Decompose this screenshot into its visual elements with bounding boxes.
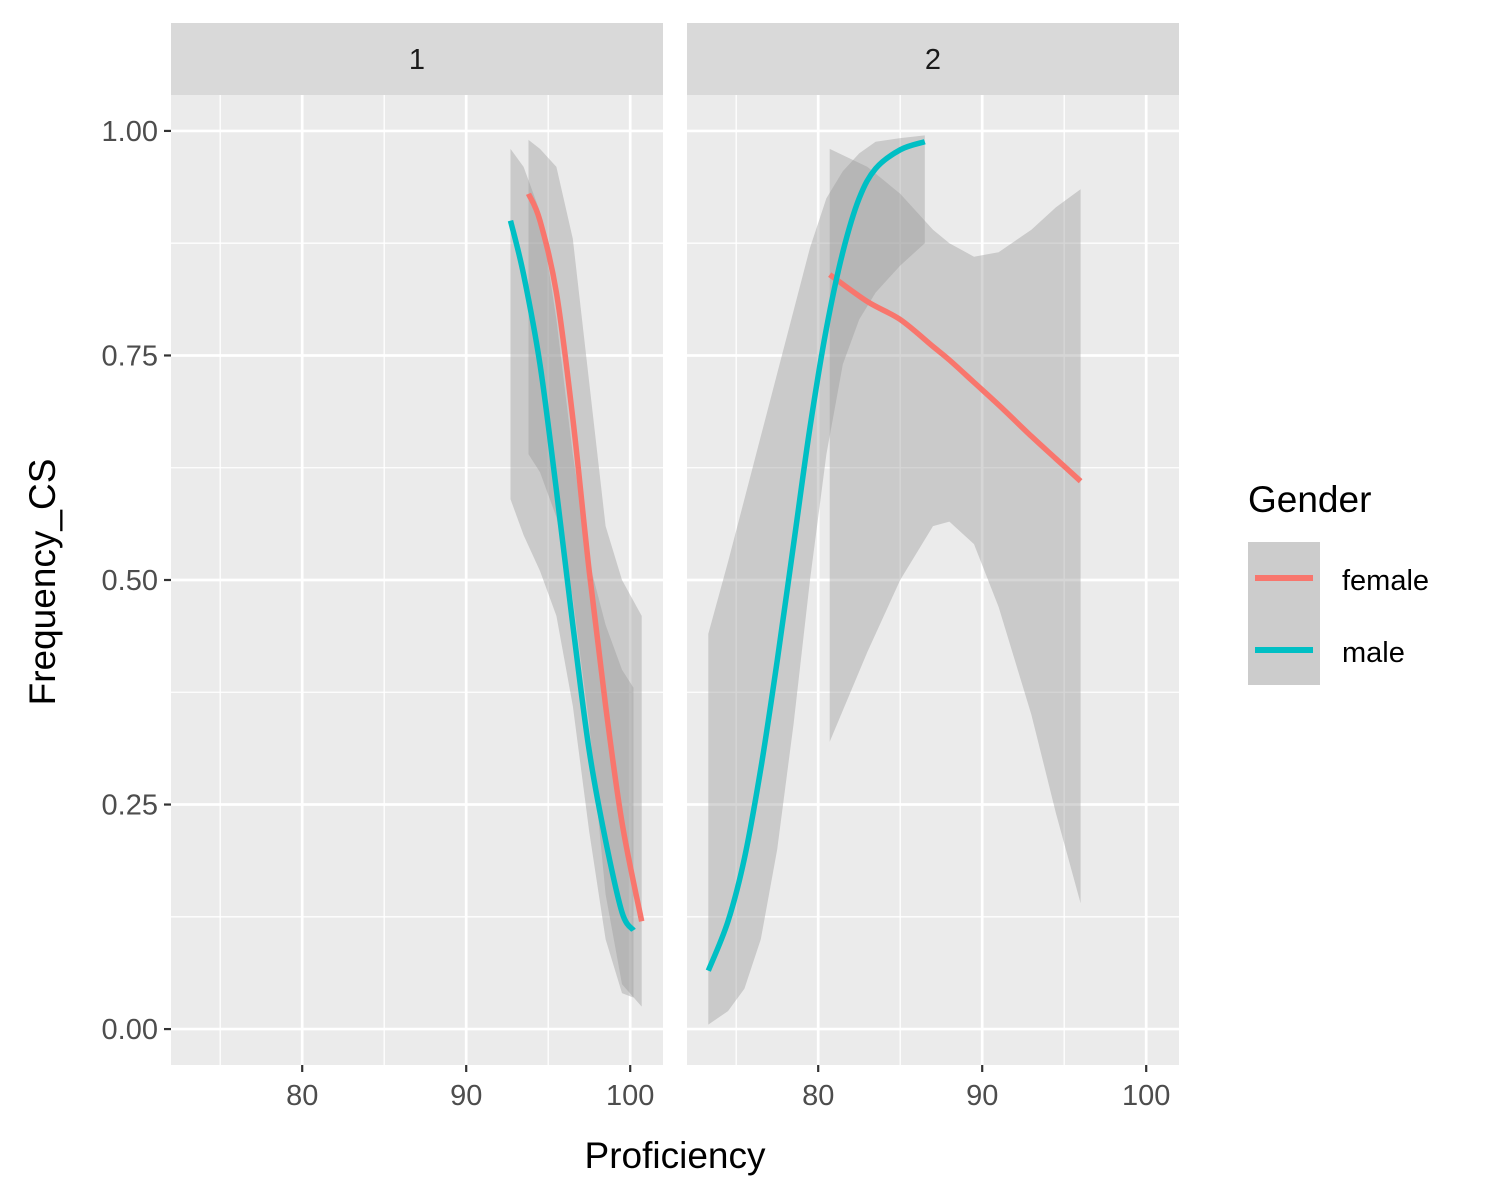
confidence-band-female (528, 139, 642, 1007)
x-tick-label: 80 (802, 1080, 834, 1112)
series-line-female (525, 192, 645, 922)
series-line-male (705, 139, 926, 972)
y-tick-label: 0.75 (102, 340, 158, 372)
facet-strip (171, 23, 663, 95)
y-tick-label: 0.50 (102, 565, 158, 597)
y-axis: 0.00 0.25 0.50 0.75 1.00 (102, 116, 171, 1046)
facet-strip (687, 23, 1179, 95)
panels-layer: 1 80 90 100 2 80 90 100 (171, 23, 1179, 1112)
facet-strip-label: 2 (925, 44, 941, 76)
facet-panel-2: 2 80 90 100 (687, 23, 1179, 1112)
series-line-male (507, 220, 636, 933)
legend-title: Gender (1248, 479, 1371, 520)
confidence-band-male (708, 135, 925, 1025)
y-axis-title: Frequency_CS (22, 459, 63, 706)
series-line-female (828, 272, 1083, 484)
legend-key-background (1248, 542, 1320, 685)
facet-strip-label: 1 (409, 44, 425, 76)
x-tick-label: 100 (1122, 1080, 1170, 1112)
y-tick-label: 0.25 (102, 790, 158, 822)
x-tick-label: 90 (966, 1080, 998, 1112)
confidence-band-female (829, 148, 1081, 904)
legend-label-male: male (1342, 637, 1405, 669)
x-tick-label: 90 (450, 1080, 482, 1112)
facet-panel-1: 1 80 90 100 (171, 23, 663, 1112)
x-tick-label: 80 (286, 1080, 318, 1112)
y-tick-label: 1.00 (102, 116, 158, 148)
legend: Gender female male (1248, 479, 1429, 685)
legend-label-female: female (1342, 565, 1429, 597)
x-axis-title: Proficiency (585, 1135, 766, 1176)
y-tick-label: 0.00 (102, 1014, 158, 1046)
x-tick-label: 100 (606, 1080, 654, 1112)
